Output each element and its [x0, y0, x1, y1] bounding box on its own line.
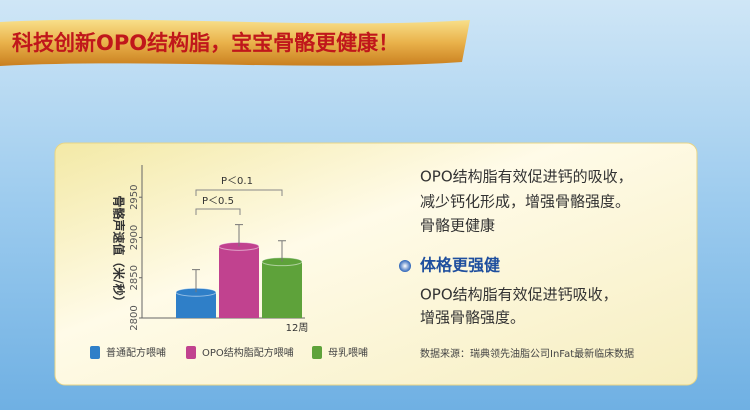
annotation: P＜0.5 — [202, 196, 234, 207]
legend-swatch — [186, 346, 196, 359]
card — [54, 142, 698, 386]
legend-label: OPO结构脂配方喂哺 — [202, 346, 294, 359]
legend-swatch — [312, 346, 322, 359]
bracket — [195, 208, 241, 215]
bar — [219, 246, 259, 318]
paragraph-line: 减少钙化形成，增强骨骼强度。 — [420, 193, 630, 211]
legend-label: 母乳喂哺 — [328, 346, 368, 359]
paragraph-line: 增强骨骼强度。 — [420, 309, 525, 327]
error-bar — [278, 240, 286, 262]
y-tick-label: 2850 — [129, 265, 140, 290]
y-tick-label: 2900 — [129, 225, 140, 250]
bar — [262, 261, 302, 318]
annotation: P＜0.1 — [221, 176, 253, 187]
chart: 骨骼声速值（米/秒）2800 2850 2900 2950 12周 P＜0.1 P＜0.5 普… — [90, 165, 368, 359]
legend-swatch — [90, 346, 100, 359]
paragraph-line: 骨骼更健康 — [420, 217, 495, 235]
y-tick-label: 2800 — [129, 305, 140, 330]
paragraph-line: OPO结构脂有效促进钙吸收， — [420, 286, 618, 304]
y-tick-label: 2950 — [129, 184, 140, 209]
y-axis-label: 骨骼声速值（米/秒） — [112, 195, 127, 307]
ribbon — [0, 19, 470, 66]
error-bar — [235, 224, 243, 247]
source: 数据来源：瑞典领先油脂公司InFat最新临床数据 — [420, 347, 634, 360]
heading: 体格更强健 — [420, 256, 500, 275]
bullet — [399, 260, 411, 272]
legend-label: 普通配方喂哺 — [106, 346, 166, 359]
error-bar — [192, 269, 200, 293]
banner-title: 科技创新OPO结构脂，宝宝骨骼更健康！ — [12, 31, 399, 55]
paragraph-line: OPO结构脂有效促进钙的吸收， — [420, 168, 633, 186]
bracket — [195, 189, 283, 196]
x-tick-label: 12周 — [286, 322, 309, 334]
